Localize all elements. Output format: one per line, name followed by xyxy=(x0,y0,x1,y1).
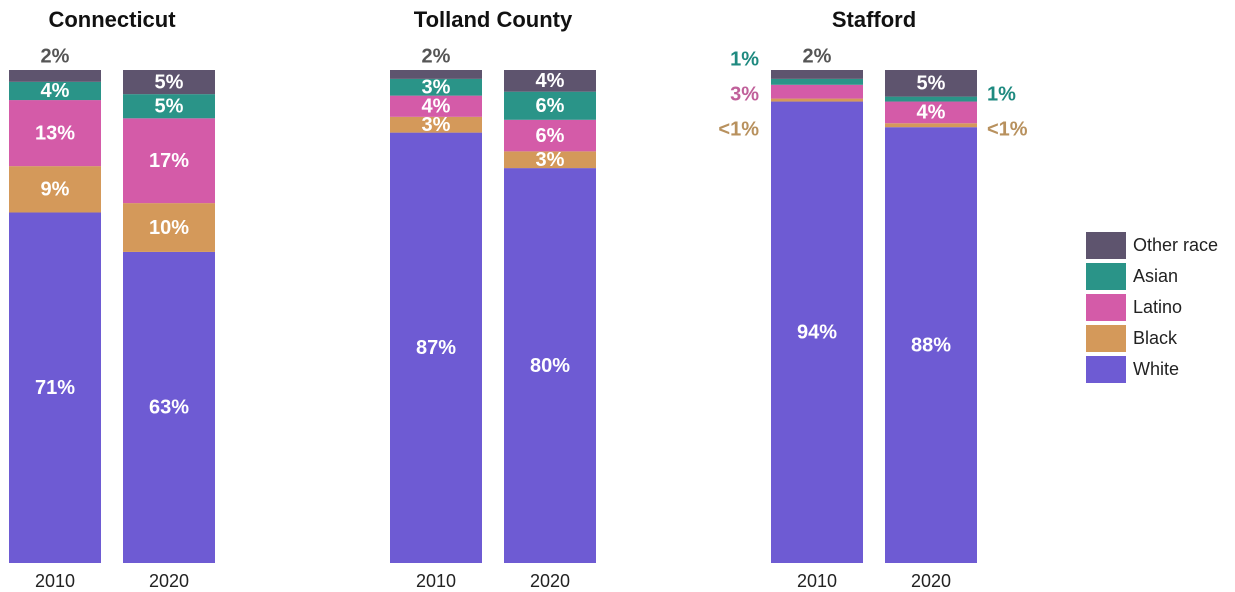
x-tick-label: 2020 xyxy=(530,571,570,591)
bar-segment xyxy=(885,123,977,128)
bar-segment xyxy=(771,70,863,79)
panel-title: Tolland County xyxy=(414,7,573,32)
legend-swatch xyxy=(1086,294,1126,321)
bar-segment xyxy=(504,151,596,169)
x-tick-label: 2020 xyxy=(149,571,189,591)
bar-segment xyxy=(9,81,101,101)
bar-segment xyxy=(504,119,596,152)
data-label: 5% xyxy=(917,73,946,95)
bar-segment xyxy=(9,70,101,82)
bar-segment xyxy=(390,70,482,79)
data-label: 80% xyxy=(530,355,570,377)
data-label: 3% xyxy=(730,83,759,105)
bar-segment xyxy=(771,84,863,99)
data-label: 63% xyxy=(149,397,189,419)
data-label: 94% xyxy=(797,322,837,344)
data-label: 2% xyxy=(422,45,451,67)
data-label: 88% xyxy=(911,334,951,356)
legend-label: Black xyxy=(1133,328,1178,348)
data-label: 4% xyxy=(41,80,70,102)
bar-segment xyxy=(504,91,596,120)
panel-title: Stafford xyxy=(832,7,916,32)
data-label: 4% xyxy=(917,102,946,124)
bar-segment xyxy=(390,78,482,96)
x-tick-label: 2010 xyxy=(416,571,456,591)
bar-segment xyxy=(123,70,215,95)
data-label: 1% xyxy=(987,83,1016,105)
data-label: 3% xyxy=(422,114,451,136)
data-label: 1% xyxy=(730,48,759,70)
bar-segment xyxy=(123,94,215,119)
data-label: 6% xyxy=(536,95,565,117)
bar-segment xyxy=(504,70,596,92)
legend-label: Latino xyxy=(1133,297,1182,317)
bar-segment xyxy=(771,78,863,85)
bar-segment xyxy=(885,70,977,97)
legend-label: White xyxy=(1133,359,1179,379)
bar-segment xyxy=(390,116,482,133)
legend-swatch xyxy=(1086,263,1126,290)
data-label: 5% xyxy=(155,71,184,93)
bar-segment xyxy=(123,118,215,204)
bar-segment xyxy=(9,166,101,213)
data-label: <1% xyxy=(987,118,1028,140)
data-label: 3% xyxy=(536,149,565,171)
data-label: <1% xyxy=(718,118,759,140)
bar-segment xyxy=(390,132,482,563)
data-label: 71% xyxy=(35,377,75,399)
bar-segment xyxy=(9,100,101,167)
data-label: 4% xyxy=(422,96,451,118)
legend-swatch xyxy=(1086,325,1126,352)
legend-label: Other race xyxy=(1133,235,1218,255)
bar-segment xyxy=(771,101,863,563)
data-label: 87% xyxy=(416,337,456,359)
bar-segment xyxy=(123,251,215,564)
legend-swatch xyxy=(1086,232,1126,259)
bar-segment xyxy=(885,96,977,102)
bar-segment xyxy=(885,127,977,564)
bar-segment xyxy=(885,101,977,124)
bar-segment xyxy=(504,168,596,563)
bar-segment xyxy=(771,98,863,102)
data-label: 9% xyxy=(41,179,70,201)
data-label: 10% xyxy=(149,217,189,239)
x-tick-label: 2020 xyxy=(911,571,951,591)
data-label: 2% xyxy=(41,45,70,67)
data-label: 2% xyxy=(803,45,832,67)
bar-segment xyxy=(123,203,215,252)
bar-segment xyxy=(9,212,101,564)
legend-swatch xyxy=(1086,356,1126,383)
x-tick-label: 2010 xyxy=(797,571,837,591)
data-label: 3% xyxy=(422,77,451,99)
legend-label: Asian xyxy=(1133,266,1178,286)
data-label: 17% xyxy=(149,150,189,172)
bar-segment xyxy=(390,95,482,117)
x-tick-label: 2010 xyxy=(35,571,75,591)
panel-title: Connecticut xyxy=(48,7,176,32)
data-label: 4% xyxy=(536,70,565,92)
data-label: 6% xyxy=(536,125,565,147)
data-label: 5% xyxy=(155,96,184,118)
data-label: 13% xyxy=(35,122,75,144)
